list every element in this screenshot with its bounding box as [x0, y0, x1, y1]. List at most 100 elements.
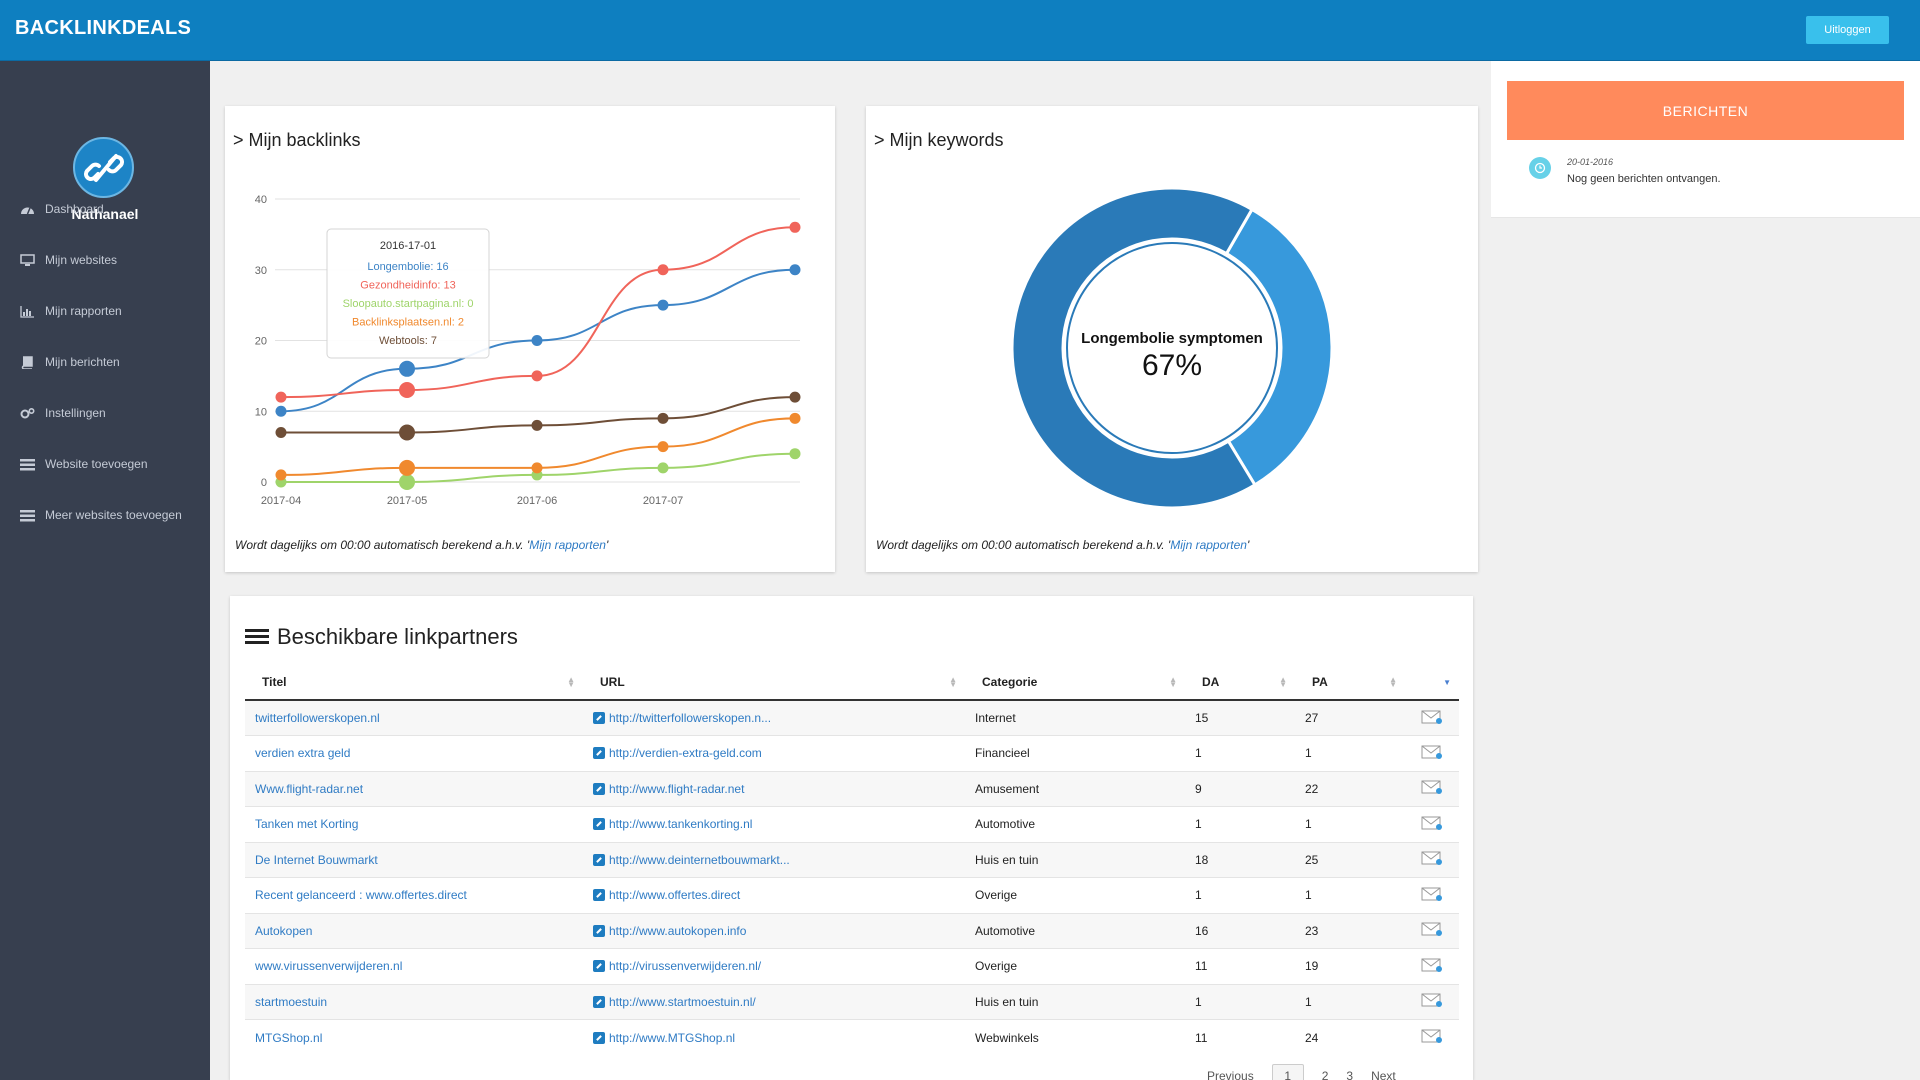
- sidebar-item-label: Dashboard: [45, 202, 104, 216]
- sort-icon: ▲ ▼: [1279, 675, 1287, 689]
- partner-url-link[interactable]: http://twitterfollowerskopen.n...: [609, 711, 772, 725]
- sidebar-item-mijn-rapporten[interactable]: Mijn rapporten: [0, 291, 210, 331]
- pagination-page-3[interactable]: 3: [1346, 1069, 1354, 1080]
- send-mail-icon[interactable]: [1421, 922, 1443, 940]
- partner-url-link[interactable]: http://www.tankenkorting.nl: [609, 817, 753, 832]
- sort-icon: ▲ ▼: [949, 675, 957, 689]
- sort-desc-icon: ▼: [1443, 678, 1451, 687]
- sidebar-item-mijn-berichten[interactable]: Mijn berichten: [0, 342, 210, 382]
- pagination-next[interactable]: Next: [1371, 1069, 1396, 1080]
- partner-url-link[interactable]: http://www.startmoestuin.nl/: [609, 994, 756, 1009]
- data-point: [399, 459, 415, 476]
- avatar[interactable]: [73, 137, 134, 198]
- x-tick-label: 2017-04: [261, 495, 301, 507]
- partner-url-link[interactable]: http://www.MTGShop.nl: [609, 1030, 736, 1045]
- data-point: [657, 441, 669, 453]
- y-tick-label: 40: [255, 194, 267, 206]
- sidebar-item-mijn-websites[interactable]: Mijn websites: [0, 240, 210, 280]
- messages-header[interactable]: BERICHTEN: [1507, 81, 1904, 140]
- partner-title-link[interactable]: Www.flight-radar.net: [255, 781, 364, 796]
- external-link-icon: [593, 853, 605, 866]
- keywords-title: > Mijn keywords: [874, 130, 1004, 150]
- gears-icon: [20, 407, 35, 420]
- x-tick-label: 2017-06: [517, 495, 557, 507]
- partner-title-link[interactable]: twitterfollowerskopen.nl: [255, 711, 380, 725]
- send-mail-icon[interactable]: [1421, 710, 1443, 728]
- external-link-icon: [593, 924, 605, 937]
- reports-link[interactable]: Mijn rapporten: [1170, 538, 1247, 552]
- partner-title-link[interactable]: Autokopen: [255, 923, 313, 938]
- partner-da: 16: [1185, 912, 1295, 949]
- column-header-url[interactable]: URL ▲ ▼: [583, 665, 965, 701]
- data-point: [789, 391, 801, 403]
- table-row: startmoestuin http://www.startmoestuin.nl…: [245, 983, 1459, 1020]
- column-header-actions[interactable]: ▼: [1405, 665, 1459, 701]
- partner-title-link[interactable]: verdien extra geld: [255, 746, 351, 761]
- donut-slice: [1224, 207, 1334, 487]
- send-mail-icon[interactable]: [1421, 851, 1443, 869]
- bar-chart-icon: [20, 305, 35, 318]
- linkpartners-title: Beschikbare linkpartners: [245, 624, 518, 650]
- partner-pa: 23: [1295, 912, 1405, 949]
- series-line: [280, 226, 796, 399]
- brand-logo[interactable]: BACKLINKDEALS: [15, 17, 192, 39]
- partner-pa: 1: [1295, 806, 1405, 842]
- external-link-icon: [593, 818, 605, 831]
- data-point: [531, 419, 543, 431]
- partner-url-link[interactable]: http://www.offertes.direct: [609, 888, 741, 903]
- partner-pa: 19: [1295, 948, 1405, 984]
- partner-title-link[interactable]: De Internet Bouwmarkt: [255, 852, 378, 867]
- data-point: [275, 469, 287, 481]
- pagination-page-2[interactable]: 2: [1321, 1069, 1329, 1080]
- send-mail-icon[interactable]: [1421, 745, 1443, 763]
- send-mail-icon[interactable]: [1421, 958, 1443, 976]
- partner-title-link[interactable]: startmoestuin: [255, 994, 328, 1009]
- partner-url-link[interactable]: http://www.autokopen.info: [609, 923, 747, 938]
- partner-category: Financieel: [965, 735, 1185, 771]
- table-row: De Internet Bouwmarkt http://www.deintern…: [245, 841, 1459, 878]
- partner-da: 11: [1185, 1019, 1295, 1055]
- column-header-da[interactable]: DA ▲ ▼: [1185, 665, 1295, 701]
- partner-title-link[interactable]: Recent gelanceerd : www.offertes.direct: [255, 888, 467, 903]
- column-header-pa[interactable]: PA ▲ ▼: [1295, 665, 1405, 701]
- dashboard-icon: [20, 203, 35, 216]
- logout-button[interactable]: Uitloggen: [1806, 16, 1889, 44]
- partner-title-link[interactable]: www.virussenverwijderen.nl: [255, 959, 403, 974]
- pagination-previous[interactable]: Previous: [1207, 1069, 1254, 1080]
- send-mail-icon[interactable]: [1421, 887, 1443, 905]
- sidebar-item-dashboard[interactable]: Dashboard: [0, 189, 210, 229]
- column-header-titel[interactable]: Titel ▲ ▼: [245, 665, 583, 701]
- partner-url-link[interactable]: http://www.flight-radar.net: [609, 781, 745, 796]
- message-clock-icon: [1529, 157, 1551, 179]
- partner-url-link[interactable]: http://virussenverwijderen.nl/: [609, 959, 762, 974]
- partner-title-link[interactable]: MTGShop.nl: [255, 1030, 323, 1045]
- partner-title-link[interactable]: Tanken met Korting: [255, 817, 359, 832]
- table-row: Autokopen http://www.autokopen.info Automo…: [245, 912, 1459, 949]
- chart-tooltip: [326, 228, 490, 359]
- sidebar-item-label: Instellingen: [45, 406, 106, 420]
- sidebar: Nathanael Dashboard Mijn websites Mijn rap…: [0, 61, 210, 1080]
- partner-url-link[interactable]: http://www.deinternetbouwmarkt...: [609, 852, 790, 867]
- sidebar-item-instellingen[interactable]: Instellingen: [0, 393, 210, 433]
- sidebar-item-label: Website toevoegen: [45, 457, 148, 471]
- tooltip-line: Webtools: 7: [379, 335, 437, 347]
- reports-link[interactable]: Mijn rapporten: [529, 538, 606, 552]
- send-mail-icon[interactable]: [1421, 780, 1443, 798]
- external-link-icon: [593, 1031, 605, 1044]
- data-point: [531, 462, 543, 474]
- send-mail-icon[interactable]: [1421, 993, 1443, 1011]
- partner-da: 11: [1185, 948, 1295, 984]
- partner-url-link[interactable]: http://verdien-extra-geld.com: [609, 746, 762, 761]
- partner-da: 1: [1185, 877, 1295, 913]
- send-mail-icon[interactable]: [1421, 816, 1443, 834]
- partner-category: Automotive: [965, 806, 1185, 842]
- pagination-page-1[interactable]: 1: [1271, 1064, 1304, 1080]
- external-link-icon: [593, 960, 605, 973]
- data-point: [531, 370, 543, 382]
- send-mail-icon[interactable]: [1421, 1029, 1443, 1047]
- sidebar-item-website-toevoegen[interactable]: Website toevoegen: [0, 444, 210, 484]
- tooltip-line: Longembolie: 16: [367, 261, 448, 273]
- sidebar-item-meer-websites-toevoegen[interactable]: Meer websites toevoegen: [0, 495, 210, 535]
- column-header-categorie[interactable]: Categorie ▲ ▼: [965, 665, 1185, 701]
- sort-icon: ▲ ▼: [567, 675, 575, 689]
